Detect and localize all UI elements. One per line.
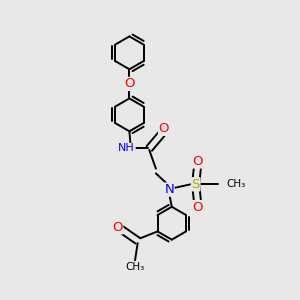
Text: N: N	[164, 183, 174, 196]
Text: O: O	[193, 155, 203, 168]
Text: S: S	[191, 178, 200, 191]
Text: O: O	[112, 221, 123, 234]
Text: NH: NH	[118, 143, 135, 154]
Text: O: O	[124, 77, 135, 90]
Text: CH₃: CH₃	[125, 262, 145, 272]
Text: O: O	[159, 122, 169, 135]
Text: CH₃: CH₃	[226, 179, 245, 189]
Text: O: O	[193, 201, 203, 214]
